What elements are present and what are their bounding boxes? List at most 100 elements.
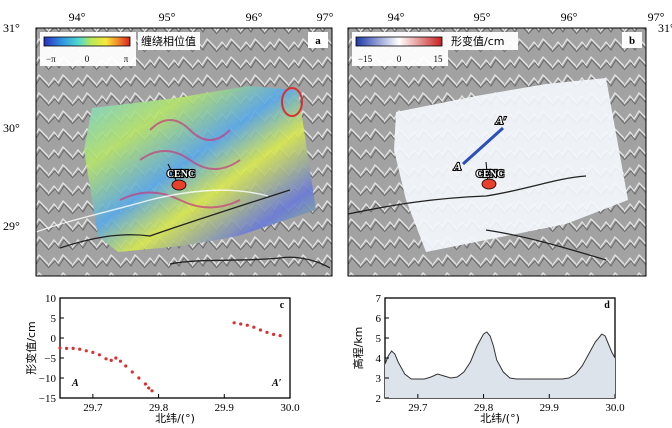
colorbar-tick: 0 — [397, 54, 402, 64]
x-tick-label: 29.7 — [83, 402, 103, 414]
boundary-line — [347, 175, 587, 215]
colorbar-tick: 0 — [85, 54, 90, 64]
colorbar-title: 形变值/cm — [451, 34, 504, 48]
colorbar-tick: 15 — [434, 54, 444, 64]
panel-label: d — [604, 300, 610, 311]
deformation-point — [252, 325, 256, 329]
x-tick-label: 30.0 — [605, 402, 625, 414]
deformation-point — [232, 321, 236, 325]
deformation-point — [137, 376, 141, 380]
boundary-line — [169, 256, 331, 269]
colorbar-title: 缠绕相位值 — [141, 34, 196, 48]
phase-colorbar — [43, 36, 131, 47]
y-tick-label: 7 — [376, 293, 382, 305]
boundary-line — [59, 189, 291, 249]
deformation-swath — [394, 78, 628, 252]
deformation-point — [278, 334, 282, 338]
map-frame — [35, 27, 333, 277]
colorbar-tick: π — [124, 54, 129, 64]
lat-tick: 30° — [3, 121, 20, 135]
lon-tick: 95° — [159, 10, 176, 24]
deformation-point — [147, 386, 151, 390]
lat-tick: 31° — [3, 21, 20, 35]
deformation-point — [91, 350, 95, 354]
lon-tick: 95° — [474, 10, 491, 24]
x-tick-label: 29.9 — [540, 402, 560, 414]
station-label: CENC — [476, 169, 504, 180]
y-axis-label: 高程/km — [351, 327, 365, 370]
fringe-pattern — [119, 119, 241, 209]
y-tick-label: 5 — [376, 333, 382, 345]
y-tick-label: 5 — [51, 313, 57, 325]
lat-tick: 31° — [658, 21, 672, 35]
y-tick-label: −5 — [44, 353, 56, 365]
y-tick-label: −10 — [39, 373, 57, 385]
deformation-point — [124, 364, 128, 368]
start-label: A — [71, 378, 79, 389]
profile-end-label: A′ — [495, 115, 506, 127]
lon-tick: 97° — [317, 10, 334, 24]
panel-label: a — [315, 35, 321, 47]
lon-tick: 94° — [388, 10, 405, 24]
deformation-point — [104, 357, 108, 361]
y-tick-label: 3 — [376, 373, 382, 385]
station-label: CENC — [167, 169, 195, 180]
y-axis-label: 形变值/cm — [24, 321, 38, 374]
deformation-point — [245, 323, 249, 327]
lat-tick: 29° — [3, 219, 20, 233]
deformation-point — [271, 332, 276, 336]
lon-tick: 94° — [69, 10, 86, 24]
y-tick-label: 10 — [45, 293, 57, 305]
epicenter-marker — [481, 178, 497, 190]
x-tick-label: 29.9 — [215, 402, 235, 414]
elevation-line — [384, 331, 616, 380]
lon-tick: 97° — [648, 10, 665, 24]
x-tick-label: 29.8 — [149, 402, 169, 414]
deformation-point — [150, 389, 154, 393]
y-tick-label: 2 — [376, 393, 382, 405]
x-tick-label: 29.8 — [474, 402, 494, 414]
elevation-area — [385, 332, 615, 398]
deformation-point — [97, 353, 102, 357]
deformation-point — [64, 346, 69, 350]
map-panel-a: CENC −π 0 π 缠绕相位值 a 94° 95° 96° 97° 31° … — [3, 10, 334, 277]
colorbar-tick: −π — [46, 54, 56, 64]
y-tick-label: −15 — [39, 393, 57, 405]
map-panel-b: A A′ CENC −15 0 15 形变值/cm b 94° 95° 96° … — [347, 10, 672, 277]
x-axis-label: 北纬/(°) — [480, 412, 520, 425]
colorbar-tick: −15 — [358, 54, 373, 64]
deformation-point — [265, 330, 269, 334]
fault-line — [35, 189, 269, 233]
plot-frame — [59, 297, 291, 399]
deformation-point — [143, 382, 148, 386]
y-tick-label: 0 — [51, 333, 57, 345]
deformation-point — [130, 370, 134, 374]
y-tick-label: 4 — [376, 353, 382, 365]
deformation-point — [258, 328, 263, 332]
deformation-profile-chart: 10 5 0 −5 −10 −15 29.7 29.8 29.9 30.0 c A A′ 北纬/… — [24, 293, 300, 425]
lon-tick: 96° — [246, 10, 263, 24]
x-tick-label: 30.0 — [280, 402, 300, 414]
deformation-point — [78, 347, 82, 351]
panel-label: b — [629, 35, 635, 47]
epicenter-marker — [171, 179, 187, 191]
end-label: A′ — [271, 378, 282, 389]
deformation-point — [118, 359, 123, 363]
profile-start-label: A — [453, 161, 461, 173]
x-axis-label: 北纬/(°) — [155, 412, 195, 425]
y-tick-label: 6 — [376, 313, 382, 325]
panel-label: c — [280, 300, 285, 311]
boundary-line — [485, 229, 607, 261]
lon-tick: 96° — [561, 10, 578, 24]
deformation-point — [71, 346, 75, 350]
deformation-colorbar — [355, 36, 443, 47]
deformation-point — [114, 356, 118, 360]
fringe-ring — [281, 87, 303, 117]
elevation-profile-chart: 7 6 5 4 3 2 29.7 29.8 29.9 30.0 d 北纬/(°) 高程/km — [351, 293, 625, 425]
interferogram-swath — [84, 86, 316, 252]
deformation-point — [239, 322, 243, 326]
x-tick-label: 29.7 — [408, 402, 428, 414]
deformation-point — [58, 346, 62, 350]
deformation-point — [84, 349, 88, 353]
deformation-point — [109, 358, 113, 362]
